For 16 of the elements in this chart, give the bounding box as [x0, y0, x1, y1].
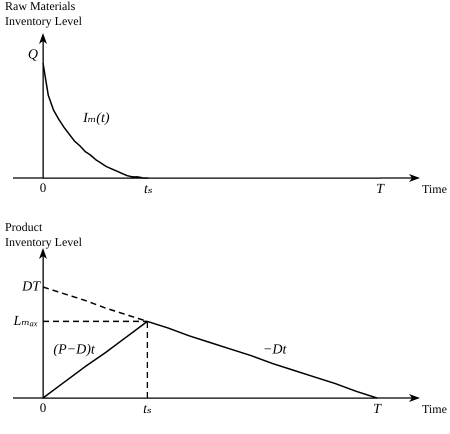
- y-axis-title: Raw Materials Inventory Level: [5, 0, 83, 28]
- annotation: Lₘₐₓ: [12, 314, 38, 330]
- x-tick-label: tₛ: [144, 182, 153, 198]
- annotation: DT: [21, 280, 42, 295]
- x-axis-title: Time: [422, 182, 447, 196]
- x-tick-label: T: [373, 402, 382, 418]
- series-label: (P−D)t: [53, 342, 96, 358]
- x-tick-label: 0: [40, 400, 46, 416]
- x-tick-label: T: [376, 182, 386, 198]
- series-label: Iₘ(t): [82, 111, 110, 126]
- series-label: −Dt: [262, 342, 288, 358]
- x-axis-title: Time: [422, 402, 447, 416]
- y-axis-title: Product Inventory Level: [5, 220, 83, 250]
- x-tick-label: tₛ: [143, 402, 152, 418]
- x-tick-label: 0: [40, 180, 46, 196]
- annotation: Q: [28, 48, 38, 63]
